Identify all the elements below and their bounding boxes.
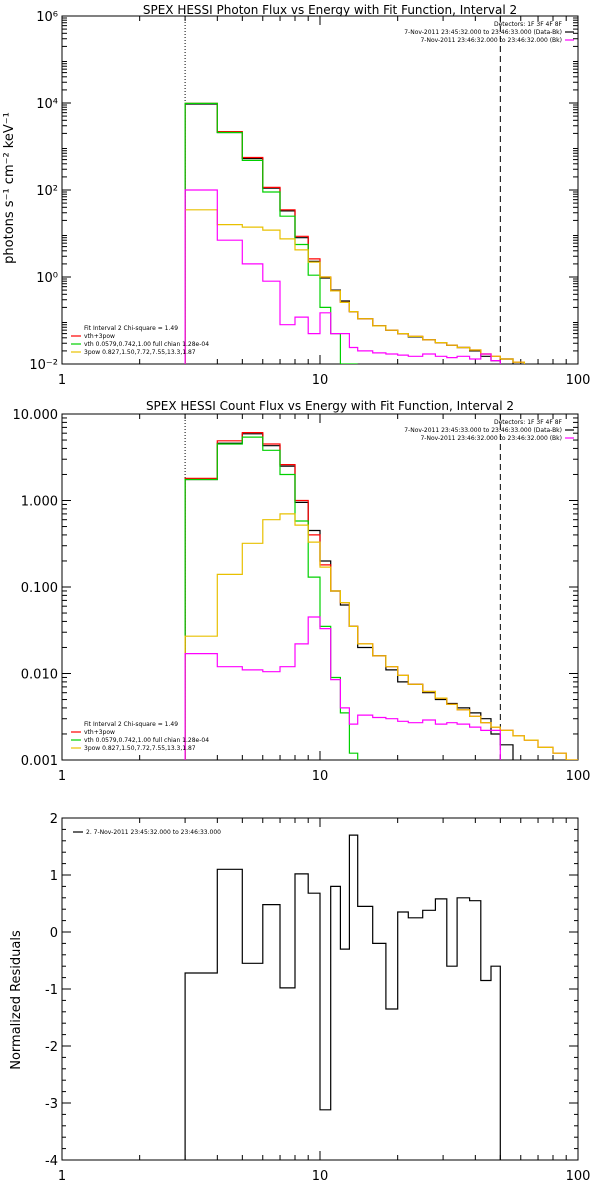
photon-flux-x-tick-label: 10: [312, 373, 329, 388]
photon-flux-legend-left-text: Fit Interval 2 Chi-square = 1.49: [84, 325, 178, 332]
count-flux-legend-right-text: Detectors: 1F 3F 4F 8F: [494, 419, 563, 426]
photon-flux-y-tick-label: 10⁰: [36, 271, 58, 286]
photon-flux-y-tick-label: 10⁻²: [29, 358, 58, 373]
count-flux-background-line: [184, 616, 501, 760]
photon-flux-series-group: [184, 102, 525, 364]
photon-flux-title: SPEX HESSI Photon Flux vs Energy with Fi…: [143, 3, 517, 17]
count-flux-y-tick-label: 10.000: [13, 408, 59, 423]
residuals-y-tick-label: 0: [50, 926, 58, 941]
count-flux-y-tick-label: 0.001: [21, 754, 58, 769]
photon-flux-legend-right-text: Detectors: 1F 3F 4F 8F: [494, 21, 563, 28]
residuals-data-line: [184, 834, 501, 1160]
residuals-x-tick-label: 10: [312, 1169, 329, 1184]
photon-flux-y-tick-label: 10²: [36, 184, 58, 199]
photon-flux-thermal-fit-line: [184, 102, 358, 364]
residuals-y-tick-label: 1: [50, 869, 58, 884]
count-flux-legend-left-text: Fit Interval 2 Chi-square = 1.49: [84, 721, 178, 728]
count-flux-x-tick-label: 10: [312, 769, 329, 784]
count-flux-y-tick-label: 0.010: [21, 668, 58, 683]
count-flux-legend-right-text: 7-Nov-2011 23:46:32.000 to 23:46:32.000 …: [420, 435, 562, 442]
count-flux-title: SPEX HESSI Count Flux vs Energy with Fit…: [146, 399, 514, 413]
count-flux-panel: SPEX HESSI Count Flux vs Energy with Fit…: [13, 399, 591, 784]
residuals-x-tick-label: 1: [58, 1169, 66, 1184]
residuals-x-tick-label: 100: [566, 1169, 591, 1184]
photon-flux-y-tick-label: 10⁶: [36, 10, 58, 25]
count-flux-legend-left-text: vth+3pow: [84, 729, 115, 736]
count-flux-legend-right-text: 7-Nov-2011 23:45:33.000 to 23:46:33.000 …: [404, 427, 562, 434]
residuals-y-tick-label: -4: [45, 1154, 58, 1169]
residuals-y-tick-label: -3: [45, 1097, 58, 1112]
photon-flux-y-tick-label: 10⁴: [36, 97, 58, 112]
photon-flux-y-label: photons s⁻¹ cm⁻² keV⁻¹: [2, 112, 17, 264]
count-flux-powerlaw-fit-line: [184, 513, 578, 760]
photon-flux-legend-left-text: 3pow 0.827,1.50,7.72,7.55,13.3,1.87: [84, 349, 196, 356]
photon-flux-panel: SPEX HESSI Photon Flux vs Energy with Fi…: [2, 3, 590, 388]
count-flux-total-fit-line: [184, 432, 578, 760]
photon-flux-legend-right-text: 7-Nov-2011 23:45:32.000 to 23:46:33.000 …: [404, 29, 562, 36]
photon-flux-data-line: [184, 103, 514, 364]
count-flux-x-tick-label: 1: [58, 769, 66, 784]
count-flux-series-group: [184, 432, 578, 760]
count-flux-legend-left-text: 3pow 0.827,1.50,7.72,7.55,13.3,1.87: [84, 745, 196, 752]
photon-flux-x-tick-label: 1: [58, 373, 66, 388]
photon-flux-x-tick-label: 100: [566, 373, 591, 388]
residuals-panel: Normalized Residuals 1 10 100 -4 -3 -2 -1 0 1 2 2.…: [9, 812, 590, 1184]
residuals-series-group: [184, 834, 501, 1160]
residuals-y-label: Normalized Residuals: [9, 930, 24, 1070]
photon-flux-background-line: [184, 189, 501, 364]
count-flux-x-tick-label: 100: [566, 769, 591, 784]
residuals-y-tick-label: -2: [45, 1040, 58, 1055]
count-flux-y-tick-label: 0.100: [21, 581, 58, 596]
count-flux-legend-left-text: vth 0.0579,0.742,1.00 full chian 1.28e-0…: [84, 737, 209, 744]
count-flux-y-tick-label: 1.000: [21, 495, 58, 510]
photon-flux-powerlaw-fit-line: [184, 209, 525, 364]
photon-flux-legend-left-text: vth 0.0579,0.742,1.00 full chian 1.28e-0…: [84, 341, 209, 348]
photon-flux-total-fit-line: [184, 102, 525, 364]
photon-flux-legend-right-text: 7-Nov-2011 23:46:32.000 to 23:46:32.000 …: [420, 37, 562, 44]
residuals-legend-left-text: 2. 7-Nov-2011 23:45:32.000 to 23:46:33.0…: [86, 829, 221, 836]
photon-flux-legend-left-text: vth+3pow: [84, 333, 115, 340]
residuals-y-tick-label: 2: [50, 812, 58, 827]
count-flux-thermal-fit-line: [184, 436, 359, 760]
residuals-y-tick-label: -1: [45, 983, 58, 998]
